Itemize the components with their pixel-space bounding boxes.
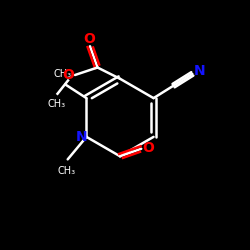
- Text: CH₃: CH₃: [58, 166, 76, 176]
- Text: N: N: [194, 64, 205, 78]
- Text: O: O: [83, 32, 95, 46]
- Text: O: O: [142, 140, 154, 154]
- Text: CH₃: CH₃: [47, 99, 65, 109]
- Text: CH₃: CH₃: [54, 69, 72, 79]
- Text: O: O: [62, 68, 74, 82]
- Text: N: N: [76, 130, 88, 144]
